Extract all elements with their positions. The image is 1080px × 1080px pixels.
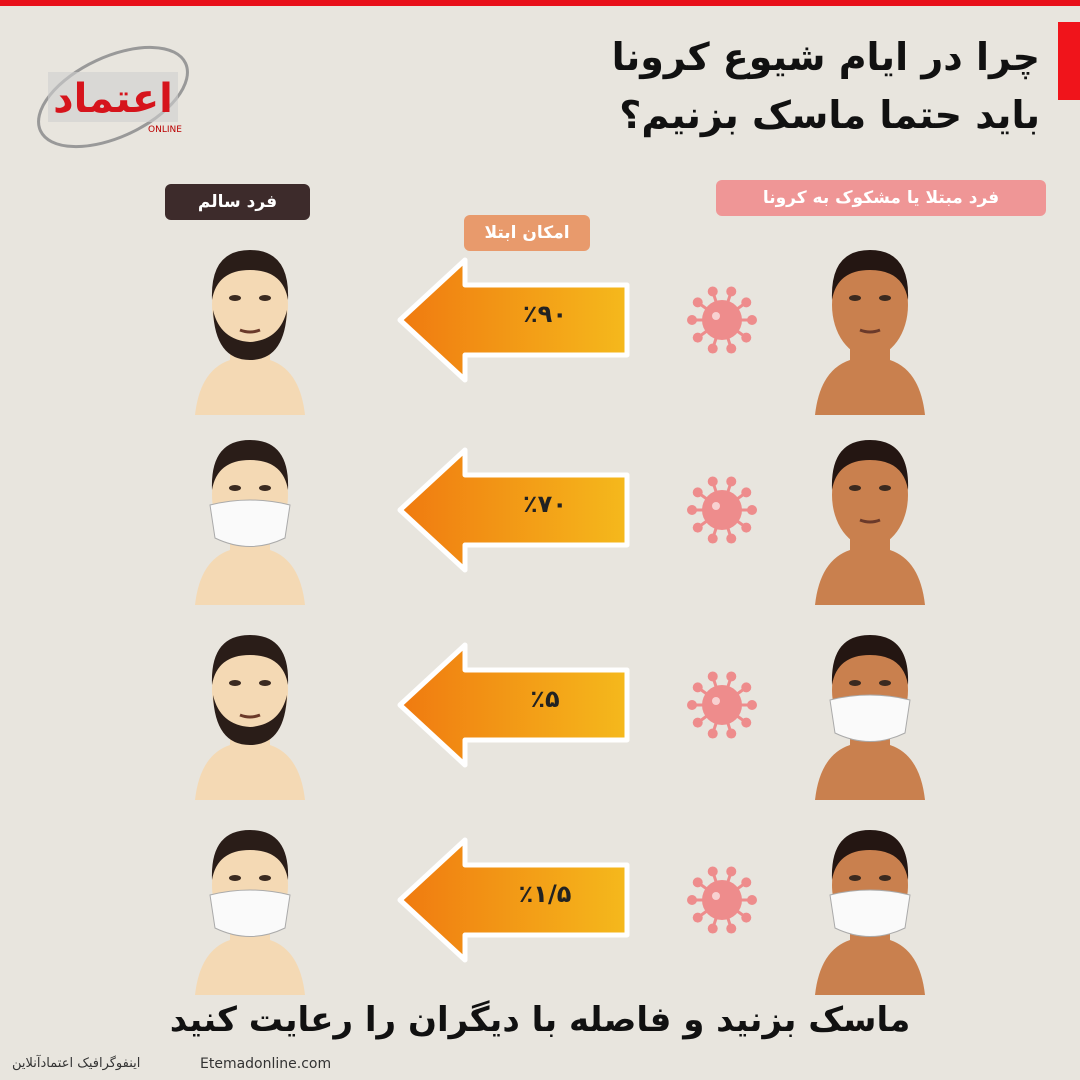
infection-percent: ٪۷۰ [523, 490, 567, 518]
transmission-row: ٪۹۰ [0, 225, 1080, 415]
title-line-2: باید حتما ماسک بزنیم؟ [619, 93, 1040, 137]
virus-icon [682, 860, 762, 940]
transmission-row: ٪۷۰ [0, 415, 1080, 605]
transmission-row: ٪۱/۵ [0, 805, 1080, 995]
arrow-left-icon [395, 445, 635, 575]
sick-person-face [805, 615, 935, 800]
virus-icon [682, 665, 762, 745]
transmission-row: ٪۵ [0, 610, 1080, 800]
header-infection-chance: امکان ابتلا [464, 215, 590, 251]
footer-site[interactable]: Etemadonline.com [200, 1056, 332, 1072]
sick-person-face [805, 810, 935, 995]
infection-percent: ٪۱/۵ [518, 880, 572, 908]
header-sick-person: فرد مبتلا یا مشکوک به کرونا [716, 180, 1046, 216]
header-healthy-person: فرد سالم [165, 184, 310, 220]
svg-text:اعتماد: اعتماد [53, 76, 173, 122]
title-line-1: چرا در ایام شیوع کرونا [611, 35, 1040, 79]
top-accent-bar [0, 0, 1080, 6]
arrow-left-icon [395, 255, 635, 385]
svg-text:ONLINE: ONLINE [148, 125, 182, 135]
page-title: چرا در ایام شیوع کرونا باید حتما ماسک بز… [612, 28, 1040, 144]
arrow-left-icon [395, 835, 635, 965]
healthy-person-face [185, 615, 315, 800]
infection-percent: ٪۵ [530, 685, 560, 713]
arrow-left-icon [395, 640, 635, 770]
sick-person-face [805, 420, 935, 605]
healthy-person-face [185, 230, 315, 415]
slogan: ماسک بزنید و فاصله با دیگران را رعایت کن… [169, 1000, 911, 1040]
sick-person-face [805, 230, 935, 415]
logo: اعتماد ONLINE [28, 32, 198, 162]
healthy-person-face [185, 810, 315, 995]
virus-icon [682, 280, 762, 360]
footer-info: اینفوگرافیک اعتمادآنلاین [12, 1056, 141, 1071]
infection-percent: ٪۹۰ [523, 300, 567, 328]
virus-icon [682, 470, 762, 550]
side-accent-block [1058, 22, 1080, 100]
healthy-person-face [185, 420, 315, 605]
